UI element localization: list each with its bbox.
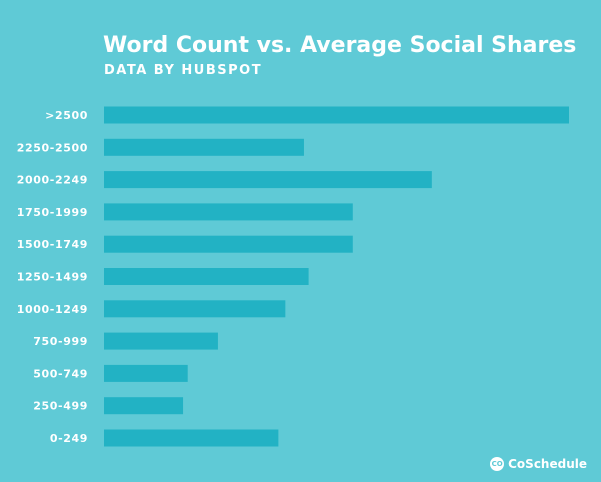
brand-name: CoSchedule <box>508 457 587 471</box>
category-label: 250-499 <box>33 400 88 413</box>
bar-1750-1999 <box>104 203 353 221</box>
category-label: 750-999 <box>33 335 88 348</box>
category-label: 0-249 <box>50 432 88 445</box>
bar-1000-1249 <box>104 300 286 318</box>
chart-subtitle: DATA BY HUBSPOT <box>104 63 263 78</box>
chart-title: Word Count vs. Average Social Shares <box>103 33 577 58</box>
bar-750-999 <box>104 332 218 350</box>
category-label: 500-749 <box>33 367 88 380</box>
coschedule-logo-icon: CO <box>490 457 505 471</box>
bar-250-499 <box>104 397 184 415</box>
category-label: 2000-2249 <box>17 174 88 187</box>
bar-1500-1749 <box>104 235 353 253</box>
bar-500-749 <box>104 364 188 382</box>
bar-2000-2249 <box>104 171 432 189</box>
category-label: 1000-1249 <box>17 303 88 316</box>
category-label: 1250-1499 <box>17 271 88 284</box>
category-label: 1500-1749 <box>17 238 88 251</box>
brand-logo: CO CoSchedule <box>490 457 587 471</box>
bar-0-249 <box>104 429 279 447</box>
bar-2250-2500 <box>104 138 304 156</box>
category-label: >2500 <box>45 109 88 122</box>
bar-2500 <box>104 106 569 124</box>
category-label: 1750-1999 <box>17 206 88 219</box>
category-label: 2250-2500 <box>17 141 88 154</box>
bar-1250-1499 <box>104 268 309 285</box>
